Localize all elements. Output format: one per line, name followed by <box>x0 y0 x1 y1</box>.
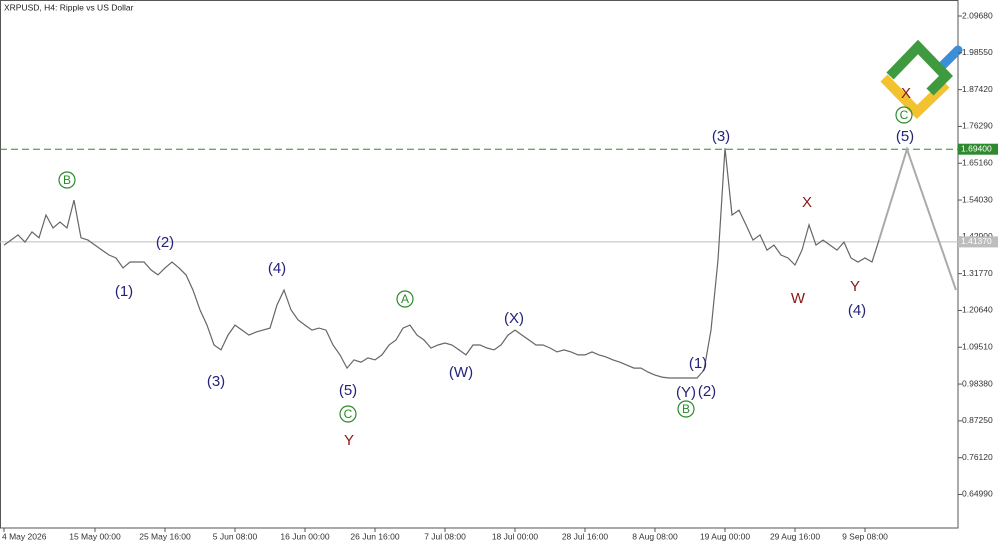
plot-frame <box>0 0 959 529</box>
x-tick-label: 18 Jul 00:00 <box>492 531 539 541</box>
x-tick-label: 9 Sep 08:00 <box>842 531 888 541</box>
price-level-box <box>958 143 998 155</box>
y-tick-label: 1.09510 <box>962 342 993 352</box>
x-tick-label: 29 Aug 16:00 <box>770 531 820 541</box>
wave-label: C <box>900 108 909 122</box>
wave-label: (4) <box>848 302 866 319</box>
price-line <box>3 148 880 379</box>
wave-label: (4) <box>268 260 286 277</box>
wave-label: X <box>901 85 911 102</box>
wave-label: (W) <box>449 364 473 381</box>
chart-title: XRPUSD, H4: Ripple vs US Dollar <box>4 2 134 12</box>
wave-label: A <box>401 292 409 306</box>
wave-circle <box>339 405 357 423</box>
wave-label: (2) <box>156 234 174 251</box>
y-tick-label: 1.76290 <box>962 121 993 131</box>
y-tick-label: 1.65160 <box>962 157 993 167</box>
wave-label: (X) <box>504 310 524 327</box>
wave-circle <box>895 106 913 124</box>
y-tick-label: 1.20640 <box>962 305 993 315</box>
projection-line <box>878 145 957 291</box>
logo-blue <box>938 45 963 70</box>
wave-label: C <box>344 407 353 421</box>
wave-label: (5) <box>896 128 914 145</box>
x-tick-label: 5 Jun 08:00 <box>213 531 258 541</box>
x-tick-label: 26 Jun 16:00 <box>350 531 399 541</box>
x-tick-label: 4 May 2026 <box>2 531 47 541</box>
y-tick-label: 2.09680 <box>962 10 993 20</box>
y-tick-label: 1.98550 <box>962 47 993 57</box>
logo-yellow <box>880 74 950 120</box>
logo-green <box>886 39 954 96</box>
plot-layer: 2.09680 1.98550 1.87420 1.76290 1.65160 1.540… <box>0 10 998 541</box>
logo <box>880 39 963 120</box>
y-tick-label: 0.76120 <box>962 452 993 462</box>
x-tick-label: 7 Jul 08:00 <box>424 531 466 541</box>
x-tick-label: 8 Aug 08:00 <box>632 531 678 541</box>
wave-label: B <box>682 402 690 416</box>
x-tick-label: 16 Jun 00:00 <box>280 531 329 541</box>
wave-circle <box>396 290 414 308</box>
wave-label: (5) <box>339 382 357 399</box>
wave-circle <box>58 171 76 189</box>
wave-circle <box>677 400 695 418</box>
wave-label: (1) <box>689 355 707 372</box>
y-tick-label: 0.98380 <box>962 378 993 388</box>
wave-label: (2) <box>698 383 716 400</box>
wave-label: Y <box>344 432 354 449</box>
y-tick-label: 0.64990 <box>962 489 993 499</box>
price-level-label: 1.69400 <box>961 143 992 153</box>
wave-label: B <box>63 173 71 187</box>
price-level-box <box>958 236 998 248</box>
x-tick-label: 25 May 16:00 <box>139 531 191 541</box>
y-tick-label: 1.54030 <box>962 194 993 204</box>
x-tick-label: 15 May 00:00 <box>69 531 121 541</box>
price-level-label: 1.41370 <box>961 236 992 246</box>
wave-label: W <box>791 290 806 307</box>
wave-label: Y <box>850 278 860 295</box>
y-tick-label: 1.42900 <box>962 231 993 241</box>
y-tick-label: 0.87250 <box>962 415 993 425</box>
y-tick-label: 1.31770 <box>962 268 993 278</box>
y-tick-label: 1.87420 <box>962 84 993 94</box>
wave-label: (3) <box>207 373 225 390</box>
x-tick-label: 19 Aug 00:00 <box>700 531 750 541</box>
wave-label: (Y) <box>676 384 696 401</box>
x-tick-label: 28 Jul 16:00 <box>562 531 609 541</box>
wave-label: (1) <box>115 283 133 300</box>
wave-label: X <box>802 194 812 211</box>
wave-label: (3) <box>712 128 730 145</box>
